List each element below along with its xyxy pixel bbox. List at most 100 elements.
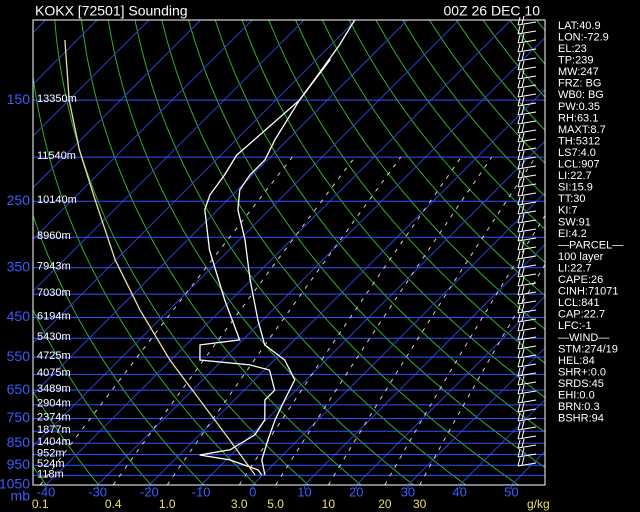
wind-barb-flag bbox=[517, 124, 521, 134]
mixing-ratio-line bbox=[327, 156, 536, 485]
wind-barb-flag bbox=[517, 403, 521, 413]
wind-barb-flag bbox=[521, 447, 525, 457]
wind-barb-staff bbox=[517, 408, 537, 413]
wind-barb-flag bbox=[517, 151, 521, 161]
mixing-ratio-label: 30 bbox=[413, 497, 427, 511]
wind-barb-staff bbox=[517, 147, 537, 152]
stat-line: TH:5312 bbox=[558, 135, 600, 147]
wind-barb-flag bbox=[517, 385, 521, 395]
wind-barb-staff bbox=[517, 426, 537, 431]
isotherm bbox=[355, 295, 545, 485]
wind-barb-flag bbox=[521, 105, 525, 115]
height-label: 6194m bbox=[37, 310, 71, 322]
height-label: 10140m bbox=[37, 194, 77, 206]
isotherm bbox=[33, 20, 150, 137]
chart-title: KOKX [72501] Sounding bbox=[35, 3, 188, 19]
x-tick-label: 50 bbox=[504, 484, 518, 499]
stat-line: TP:239 bbox=[558, 55, 593, 67]
wind-barb-staff bbox=[517, 291, 537, 296]
wind-barb-flag bbox=[521, 330, 525, 340]
wind-barb-flag bbox=[517, 70, 521, 80]
wind-barb-flag bbox=[521, 150, 525, 160]
wind-barb-staff bbox=[517, 102, 537, 107]
isotherm bbox=[33, 20, 201, 189]
wind-barb-flag bbox=[521, 114, 525, 124]
wind-barb-staff bbox=[517, 210, 537, 215]
wind-barb-flag bbox=[517, 214, 521, 224]
isotherm bbox=[200, 140, 545, 485]
stat-line: KI:7 bbox=[558, 205, 578, 217]
stat-line: LI:22.7 bbox=[558, 262, 592, 274]
wind-barb-staff bbox=[517, 174, 537, 179]
wind-barb-flag bbox=[517, 331, 521, 341]
wind-barb-flag bbox=[517, 205, 521, 215]
wind-barb-flag bbox=[521, 249, 525, 259]
wind-barb-flag bbox=[521, 366, 525, 376]
height-label: 4725m bbox=[37, 350, 71, 362]
dry-adiabat bbox=[33, 213, 205, 485]
wind-barb-staff bbox=[517, 120, 537, 125]
dry-adiabat bbox=[188, 20, 545, 469]
isotherm bbox=[33, 20, 460, 447]
wind-barb-staff bbox=[517, 201, 537, 206]
wind-barb-flag bbox=[517, 160, 521, 170]
w-unit: g/kg bbox=[527, 497, 550, 511]
dry-adiabat bbox=[375, 20, 545, 230]
wind-barb-staff bbox=[517, 111, 537, 116]
wind-barb-flag bbox=[517, 106, 521, 116]
stat-line: LS7:4.0 bbox=[558, 147, 596, 159]
dry-adiabat bbox=[268, 20, 545, 364]
wind-barb-flag bbox=[517, 277, 521, 287]
stat-line: MAXT:8.7 bbox=[558, 124, 606, 136]
isotherm bbox=[149, 88, 545, 485]
wind-barb-flag bbox=[517, 241, 521, 251]
wind-barb-staff bbox=[517, 21, 537, 26]
wind-barb-staff bbox=[517, 264, 537, 269]
wind-barb-flag bbox=[521, 159, 525, 169]
wind-barb-staff bbox=[517, 399, 537, 404]
x-tick-label: -40 bbox=[37, 484, 56, 499]
isotherm bbox=[252, 192, 545, 485]
stat-line: EHI:0.0 bbox=[558, 390, 595, 402]
height-label: 2904m bbox=[37, 398, 71, 410]
wind-barb-flag bbox=[521, 204, 525, 214]
mixing-ratio-line bbox=[275, 156, 493, 485]
dry-adiabat bbox=[214, 20, 545, 433]
wind-barb-staff bbox=[517, 84, 537, 89]
wind-barb-flag bbox=[517, 79, 521, 89]
height-label: 11540m bbox=[37, 150, 76, 162]
stat-line: SI:15.9 bbox=[558, 182, 593, 194]
stat-line: EL:23 bbox=[558, 43, 587, 55]
wind-barb-flag bbox=[521, 312, 525, 322]
wind-barb-flag bbox=[517, 196, 521, 206]
wind-barb-flag bbox=[521, 24, 525, 34]
wind-barb-flag bbox=[517, 439, 521, 449]
stat-line: LI:22.7 bbox=[558, 170, 592, 182]
y-tick-label: 950 bbox=[7, 456, 31, 472]
stat-line: CINH:71071 bbox=[558, 286, 619, 298]
y-tick-label: 1050 bbox=[0, 476, 30, 492]
dry-adiabat bbox=[54, 20, 309, 485]
wind-barb-staff bbox=[517, 453, 537, 458]
y-tick-label: 650 bbox=[7, 381, 31, 397]
wind-barb-flag bbox=[517, 133, 521, 143]
mixing-ratio-label: 0.1 bbox=[32, 497, 49, 511]
wind-barb-staff bbox=[517, 381, 537, 386]
wind-barb-flag bbox=[517, 376, 521, 386]
stat-line: —WIND— bbox=[558, 332, 609, 344]
dry-adiabat bbox=[321, 20, 545, 297]
stat-line: CAPE:26 bbox=[558, 274, 603, 286]
wind-barb-flag bbox=[521, 384, 525, 394]
wind-barb-staff bbox=[517, 219, 537, 224]
wind-barb-flag bbox=[517, 43, 521, 53]
wind-barb-flag bbox=[517, 367, 521, 377]
isotherm bbox=[304, 243, 545, 485]
wind-barb-flag bbox=[521, 438, 525, 448]
height-label: 952m bbox=[37, 447, 65, 459]
wind-barb-flag bbox=[521, 96, 525, 106]
stat-line: LCL:841 bbox=[558, 297, 600, 309]
height-label: 13350m bbox=[37, 93, 77, 105]
wind-barb-flag bbox=[517, 115, 521, 125]
stat-line: LFC:-1 bbox=[558, 320, 592, 332]
